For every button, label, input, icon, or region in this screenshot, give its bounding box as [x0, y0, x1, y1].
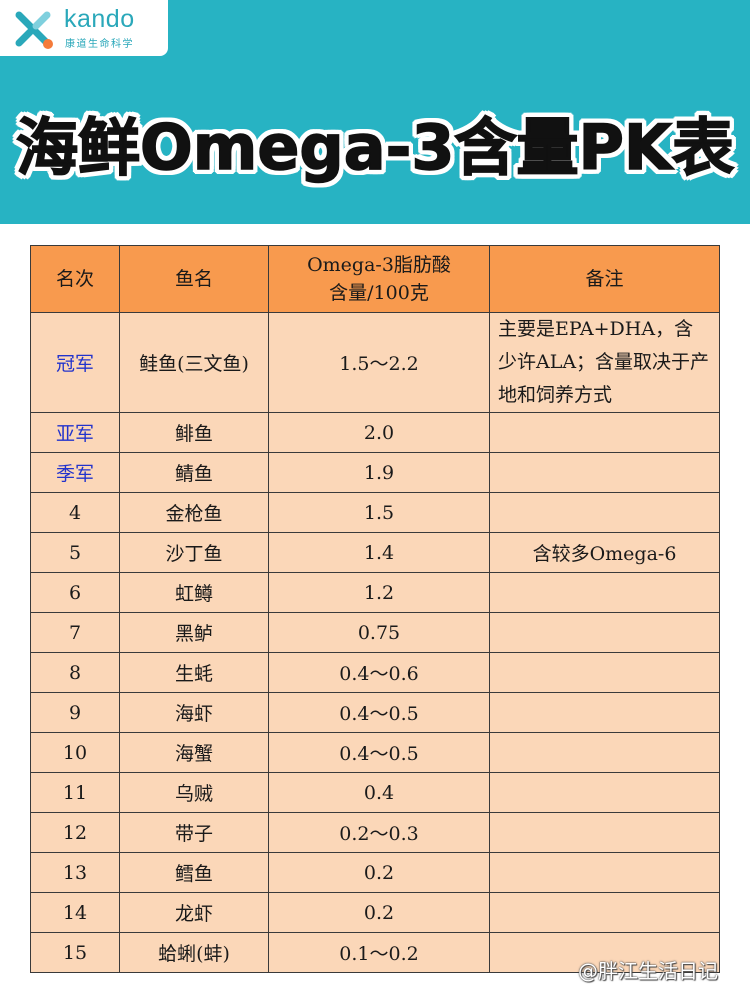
note-cell: 含较多Omega-6: [489, 532, 720, 573]
rank-cell: 13: [30, 852, 120, 893]
omega3-value-cell: 0.4～0.5: [268, 732, 490, 773]
fish-name-cell: 龙虾: [119, 892, 269, 933]
brand-logo: kando 康道生命科学: [0, 0, 168, 56]
header-notes: 备注: [489, 245, 720, 313]
note-cell: 主要是EPA+DHA，含少许ALA；含量取决于产地和饲养方式: [489, 312, 720, 413]
fish-name-cell: 虹鳟: [119, 572, 269, 613]
fish-name-cell: 海蟹: [119, 732, 269, 773]
table-row: 6 虹鳟 1.2: [30, 572, 720, 613]
rank-cell: 7: [30, 612, 120, 653]
omega3-value-cell: 1.5～2.2: [268, 312, 490, 413]
kando-logo-icon: [15, 11, 53, 49]
fish-name-cell: 乌贼: [119, 772, 269, 813]
fish-name-cell: 带子: [119, 812, 269, 853]
omega3-value-cell: 0.2: [268, 852, 490, 893]
omega3-value-cell: 1.4: [268, 532, 490, 573]
table-row: 15 蛤蜊(蚌) 0.1～0.2: [30, 932, 720, 973]
note-cell: [489, 572, 720, 613]
omega3-ranking-table: 名次 鱼名 Omega-3脂肪酸 含量/100克 备注 冠军 鲑鱼(三文鱼) 1…: [30, 245, 720, 973]
table-row: 9 海虾 0.4～0.5: [30, 692, 720, 733]
table-row: 季军 鲭鱼 1.9: [30, 452, 720, 493]
note-cell: [489, 492, 720, 533]
omega3-value-cell: 1.5: [268, 492, 490, 533]
table-row: 10 海蟹 0.4～0.5: [30, 732, 720, 773]
brand-subtitle: 康道生命科学: [65, 39, 134, 50]
note-cell: [489, 732, 720, 773]
table-row: 14 龙虾 0.2: [30, 892, 720, 933]
note-cell: [489, 692, 720, 733]
fish-name-cell: 黑鲈: [119, 612, 269, 653]
omega3-value-cell: 0.2: [268, 892, 490, 933]
table-row: 7 黑鲈 0.75: [30, 612, 720, 653]
omega3-value-cell: 1.9: [268, 452, 490, 493]
table-row: 11 乌贼 0.4: [30, 772, 720, 813]
rank-cell: 亚军: [30, 412, 120, 453]
omega3-value-cell: 0.75: [268, 612, 490, 653]
note-cell: [489, 412, 720, 453]
rank-cell: 12: [30, 812, 120, 853]
header-content: Omega-3脂肪酸 含量/100克: [268, 245, 490, 313]
rank-cell: 5: [30, 532, 120, 573]
omega3-value-cell: 0.4～0.6: [268, 652, 490, 693]
fish-name-cell: 沙丁鱼: [119, 532, 269, 573]
brand-name: kando: [64, 5, 135, 33]
fish-name-cell: 蛤蜊(蚌): [119, 932, 269, 973]
rank-cell: 15: [30, 932, 120, 973]
omega3-value-cell: 1.2: [268, 572, 490, 613]
rank-cell: 冠军: [30, 312, 120, 413]
page-title: 海鲜Omega-3含量PK表: [15, 110, 734, 185]
header-fish-name: 鱼名: [119, 245, 269, 313]
fish-name-cell: 生蚝: [119, 652, 269, 693]
fish-name-cell: 金枪鱼: [119, 492, 269, 533]
rank-cell: 4: [30, 492, 120, 533]
table-row: 12 带子 0.2～0.3: [30, 812, 720, 853]
note-cell: [489, 932, 720, 973]
rank-cell: 14: [30, 892, 120, 933]
note-cell: [489, 852, 720, 893]
note-cell: [489, 772, 720, 813]
table-row: 8 生蚝 0.4～0.6: [30, 652, 720, 693]
omega3-value-cell: 2.0: [268, 412, 490, 453]
header-content-line2: 含量/100克: [329, 282, 429, 304]
table-row: 亚军 鲱鱼 2.0: [30, 412, 720, 453]
fish-name-cell: 鲭鱼: [119, 452, 269, 493]
note-cell: [489, 612, 720, 653]
rank-cell: 11: [30, 772, 120, 813]
author-watermark: @胖江生活日记: [578, 959, 718, 983]
table-row: 13 鳕鱼 0.2: [30, 852, 720, 893]
rank-cell: 9: [30, 692, 120, 733]
header-rank: 名次: [30, 245, 120, 313]
rank-cell: 10: [30, 732, 120, 773]
table-row: 4 金枪鱼 1.5: [30, 492, 720, 533]
omega3-value-cell: 0.4: [268, 772, 490, 813]
note-cell: [489, 452, 720, 493]
fish-name-cell: 鲱鱼: [119, 412, 269, 453]
rank-cell: 6: [30, 572, 120, 613]
omega3-value-cell: 0.2～0.3: [268, 812, 490, 853]
rank-cell: 8: [30, 652, 120, 693]
fish-name-cell: 海虾: [119, 692, 269, 733]
note-cell: [489, 812, 720, 853]
omega3-value-cell: 0.4～0.5: [268, 692, 490, 733]
fish-name-cell: 鲑鱼(三文鱼): [119, 312, 269, 413]
rank-cell: 季军: [30, 452, 120, 493]
note-cell: [489, 892, 720, 933]
table-row: 冠军 鲑鱼(三文鱼) 1.5～2.2 主要是EPA+DHA，含少许ALA；含量取…: [30, 312, 720, 413]
fish-name-cell: 鳕鱼: [119, 852, 269, 893]
table-header-row: 名次 鱼名 Omega-3脂肪酸 含量/100克 备注: [30, 245, 720, 313]
omega3-value-cell: 0.1～0.2: [268, 932, 490, 973]
title-banner: kando 康道生命科学 海鲜Omega-3含量PK表: [0, 0, 750, 224]
table-row: 5 沙丁鱼 1.4 含较多Omega-6: [30, 532, 720, 573]
header-content-line1: Omega-3脂肪酸: [307, 254, 451, 276]
note-cell: [489, 652, 720, 693]
